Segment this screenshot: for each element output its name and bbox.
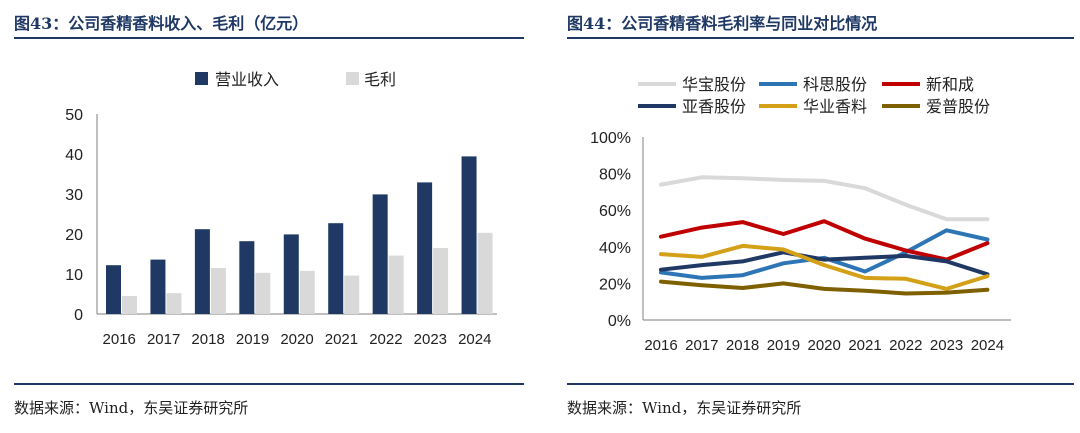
x-tick-label: 2020 — [808, 337, 841, 354]
series-line — [659, 250, 990, 277]
revenue-bar — [328, 223, 344, 314]
revenue-bar — [461, 156, 477, 314]
x-tick-label: 2022 — [889, 337, 922, 354]
revenue-profit-bar-chart: 0 10 20 30 40 50 2016 2017 2018 2019 2020 2021 2022 2… — [65, 71, 497, 348]
gross-profit-bar — [344, 275, 360, 314]
gross-profit-bar — [255, 272, 271, 314]
x-tick-label: 2024 — [971, 337, 1004, 354]
y-tick-label: 30 — [65, 187, 83, 204]
right-title-rule — [567, 37, 1074, 39]
series-line — [659, 219, 990, 262]
revenue-bar — [106, 265, 121, 314]
left-source-rule — [14, 383, 524, 385]
legend-swatch — [195, 72, 208, 85]
legend-label: 营业收入 — [215, 71, 279, 89]
x-tick-label: 2021 — [848, 337, 881, 354]
right-figure-title: 图44：公司香精香料毛利率与同业对比情况 — [567, 14, 878, 33]
revenue-bar — [150, 259, 166, 314]
y-tick-label: 0 — [74, 307, 83, 324]
legend-label: 亚香股份 — [682, 98, 746, 116]
revenue-bar — [194, 229, 210, 314]
gross-profit-bar — [122, 296, 137, 314]
x-tick-label: 2021 — [325, 331, 358, 348]
gross-profit-bar — [433, 248, 449, 314]
left-title-rule — [14, 37, 524, 39]
y-tick-label: 80% — [599, 167, 631, 184]
x-tick-label: 2019 — [236, 331, 269, 348]
legend-label: 科思股份 — [803, 76, 867, 94]
legend-label: 爱普股份 — [926, 98, 990, 116]
series-line — [659, 279, 990, 296]
series-line — [659, 175, 990, 222]
y-tick-label: 0% — [608, 313, 631, 330]
x-tick-label: 2019 — [767, 337, 800, 354]
left-source-note: 数据来源：Wind，东吴证券研究所 — [14, 399, 249, 417]
y-tick-label: 20% — [599, 276, 631, 293]
x-tick-label: 2018 — [726, 337, 759, 354]
x-tick-label: 2017 — [147, 331, 180, 348]
legend-label: 新和成 — [926, 76, 974, 94]
gross-profit-bar — [299, 270, 315, 314]
right-source-rule — [567, 383, 1074, 385]
revenue-bar — [372, 194, 388, 314]
x-tick-label: 2023 — [930, 337, 963, 354]
revenue-bar — [417, 182, 433, 314]
x-tick-label: 2018 — [191, 331, 224, 348]
right-source-note: 数据来源：Wind，东吴证券研究所 — [567, 399, 802, 417]
gross-margin-line-chart: 0% 20% 40% 60% 80% 100% 2016 2017 2018 2019 2020 20… — [590, 76, 1011, 354]
x-tick-label: 2020 — [280, 331, 313, 348]
legend-label: 毛利 — [364, 71, 396, 89]
y-tick-label: 40% — [599, 240, 631, 257]
x-tick-label: 2016 — [103, 331, 136, 348]
y-tick-label: 100% — [590, 130, 631, 147]
y-tick-label: 10 — [65, 267, 83, 284]
x-tick-label: 2024 — [458, 331, 491, 348]
legend-label: 华宝股份 — [682, 76, 746, 94]
gross-profit-bar — [477, 232, 493, 314]
series-line — [659, 243, 990, 291]
legend-label: 华业香料 — [803, 98, 867, 116]
gross-profit-bar — [210, 268, 226, 314]
x-tick-label: 2017 — [685, 337, 718, 354]
gross-profit-bar — [388, 255, 404, 314]
x-tick-label: 2022 — [369, 331, 402, 348]
y-tick-label: 60% — [599, 203, 631, 220]
left-figure-title: 图43：公司香精香料收入、毛利（亿元） — [14, 14, 309, 33]
x-tick-label: 2016 — [644, 337, 677, 354]
y-tick-label: 50 — [65, 107, 83, 124]
left-chart-panel: 图43：公司香精香料收入、毛利（亿元） 0 10 20 30 40 50 2016 2017 2… — [0, 0, 530, 433]
y-tick-label: 40 — [65, 147, 83, 164]
right-chart-panel: 图44：公司香精香料毛利率与同业对比情况 0% 20% 40% 60% 80% 100% 2… — [553, 0, 1080, 433]
revenue-bar — [283, 234, 299, 314]
gross-profit-bar — [166, 293, 182, 314]
y-tick-label: 20 — [65, 227, 83, 244]
x-tick-label: 2023 — [414, 331, 447, 348]
legend-swatch — [346, 72, 359, 85]
revenue-bar — [239, 241, 255, 314]
